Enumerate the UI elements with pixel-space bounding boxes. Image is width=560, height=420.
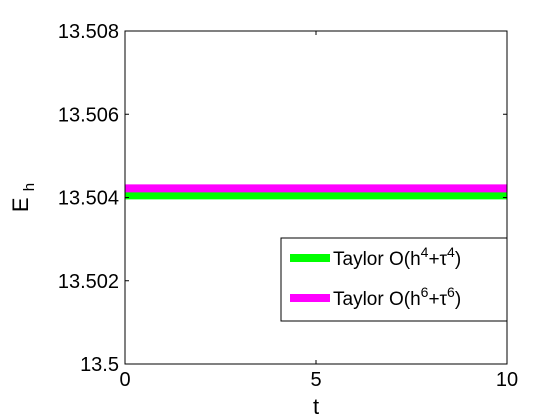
x-tick-label: 10 bbox=[496, 369, 518, 391]
x-tick-label: 0 bbox=[119, 369, 130, 391]
y-axis-label: E h bbox=[8, 183, 38, 212]
y-axis-label-sub: h bbox=[21, 183, 38, 191]
y-axis-label-main: E bbox=[8, 197, 33, 212]
legend-box bbox=[280, 237, 508, 322]
svg-text:E h: E h bbox=[8, 183, 38, 212]
y-tick-label: 13.5 bbox=[80, 354, 119, 376]
y-tick-label: 13.506 bbox=[58, 104, 119, 126]
legend-label-1: Taylor O(h4+τ4) bbox=[333, 244, 461, 270]
legend-label-2: Taylor O(h6+τ6) bbox=[333, 284, 461, 310]
x-tick-label: 5 bbox=[310, 369, 321, 391]
y-tick-label: 13.502 bbox=[58, 271, 119, 293]
series-layer bbox=[125, 184, 507, 200]
y-tick-label: 13.508 bbox=[58, 21, 119, 43]
legend: Taylor O(h4+τ4) Taylor O(h6+τ6) bbox=[280, 237, 508, 322]
x-axis-label: t bbox=[313, 394, 319, 419]
y-tick-label: 13.504 bbox=[58, 188, 119, 210]
ticks: 0 5 10 13.5 13.502 13.504 13.506 13.508 bbox=[58, 21, 518, 391]
